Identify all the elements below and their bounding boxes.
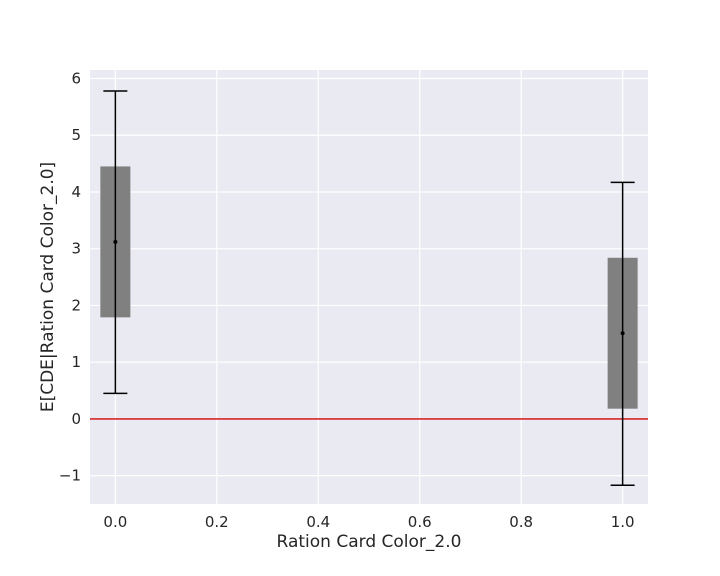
y-tick-label: 2: [71, 296, 81, 314]
mean-point: [113, 239, 118, 244]
x-tick-label: 1.0: [611, 513, 635, 531]
x-tick-label: 0.4: [306, 513, 330, 531]
y-tick-label: 6: [71, 70, 81, 88]
plot-background: [90, 70, 648, 504]
data-marks: [100, 90, 638, 487]
x-tick-label: 0.6: [408, 513, 432, 531]
y-axis-label: E[CDE|Ration Card Color_2.0]: [38, 162, 58, 412]
x-tick-label: 0.0: [103, 513, 127, 531]
y-tick-label: 3: [71, 240, 81, 258]
x-tick-labels: 0.0 0.2 0.4 0.6 0.8 1.0: [103, 513, 634, 531]
y-tick-label: 0: [71, 410, 81, 428]
y-tick-labels: −1 0 1 2 3 4 5 6: [59, 70, 81, 485]
x-tick-label: 0.2: [205, 513, 229, 531]
y-tick-label: 1: [71, 353, 81, 371]
y-tick-label: 4: [71, 183, 81, 201]
mean-point: [620, 331, 625, 336]
x-tick-label: 0.8: [509, 513, 533, 531]
x-axis-label: Ration Card Color_2.0: [277, 532, 462, 552]
y-tick-label: −1: [59, 467, 81, 485]
y-tick-label: 5: [71, 126, 81, 144]
